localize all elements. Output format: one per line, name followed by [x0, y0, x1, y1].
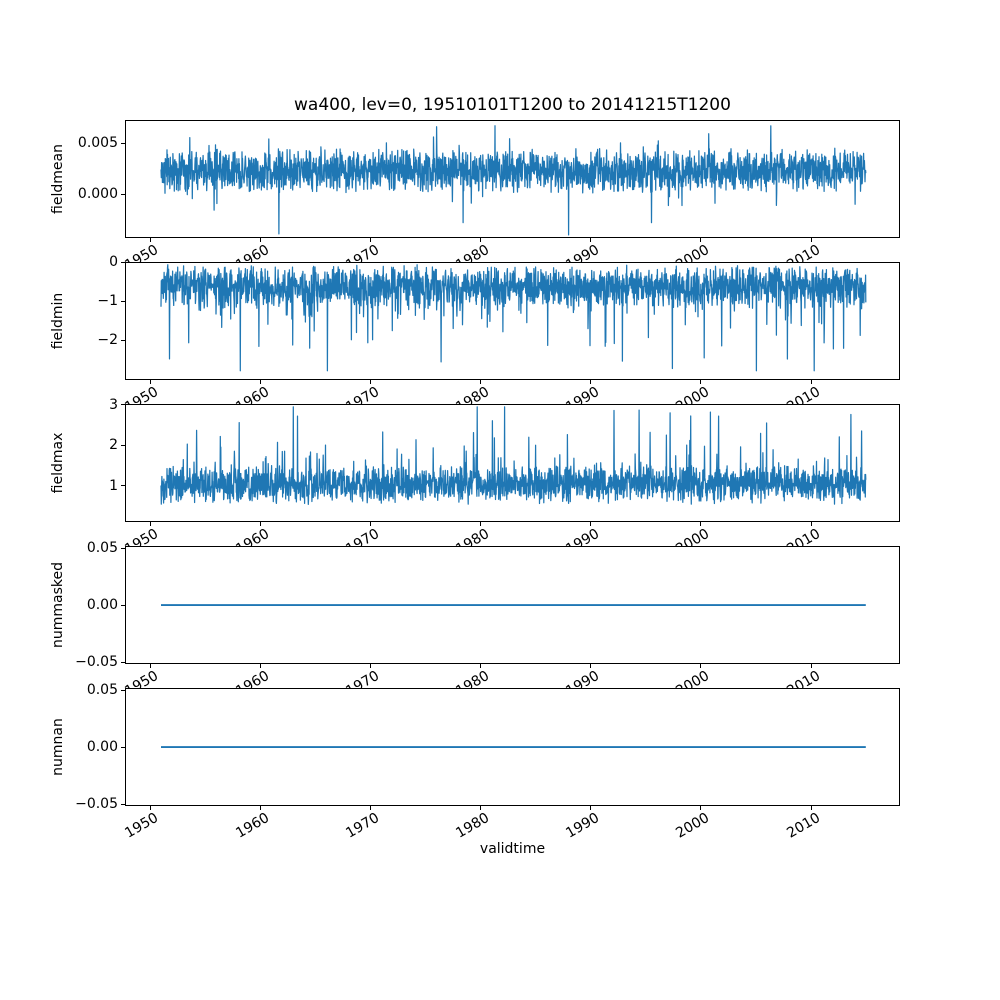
- fieldmean-xtick-mark: [369, 238, 371, 242]
- fieldmax-ytick-mark: [121, 444, 125, 446]
- numnan-xtick-mark: [259, 806, 261, 810]
- fieldmean-ytick-mark: [121, 193, 125, 195]
- numnan-ytick-mark: [121, 689, 125, 691]
- fieldmean-ytick-label: 0.005: [77, 135, 118, 152]
- numnan-series: [161, 746, 866, 749]
- numnan-xtick-label-1970: 1970: [343, 809, 382, 842]
- fieldmin-ytick-mark: [121, 300, 125, 302]
- fieldmin-ytick-label: 0: [109, 254, 118, 271]
- nummasked-xtick-mark: [149, 664, 151, 668]
- nummasked-ytick-label: 0.00: [86, 597, 118, 614]
- fieldmax-xtick-mark: [259, 522, 261, 526]
- fieldmin-xtick-mark: [149, 380, 151, 384]
- nummasked-xtick-mark: [590, 664, 592, 668]
- fieldmin-xtick-mark: [810, 380, 812, 384]
- nummasked-ytick-label: 0.05: [86, 540, 118, 557]
- nummasked-xtick-mark: [369, 664, 371, 668]
- numnan-ytick-mark: [121, 746, 125, 748]
- fieldmin-xtick-mark: [369, 380, 371, 384]
- fieldmax-xtick-mark: [480, 522, 482, 526]
- nummasked-xtick-mark: [810, 664, 812, 668]
- fieldmax-ytick-label: 2: [109, 437, 118, 454]
- nummasked-ytick-mark: [121, 661, 125, 663]
- subplot-numnan: [121, 688, 900, 810]
- numnan-ytick-label: 0.00: [86, 739, 118, 756]
- numnan-ytick-mark: [121, 803, 125, 805]
- nummasked-ytick-mark: [121, 547, 125, 549]
- fieldmin-xtick-mark: [700, 380, 702, 384]
- fieldmin-xtick-mark: [259, 380, 261, 384]
- numnan-xtick-label-1980: 1980: [453, 809, 493, 842]
- fieldmean-series: [160, 125, 867, 236]
- numnan-xtick-label-1950: 1950: [122, 809, 162, 842]
- fieldmin-series: [160, 264, 867, 372]
- fieldmax-ytick-label: 1: [109, 477, 118, 494]
- fieldmean-xtick-mark: [700, 238, 702, 242]
- fieldmin-ytick-mark: [121, 261, 125, 263]
- fieldmax-xtick-mark: [700, 522, 702, 526]
- fieldmin-xtick-mark: [480, 380, 482, 384]
- subplot-nummasked: [121, 546, 900, 668]
- fieldmax-series: [160, 406, 867, 505]
- numnan-xtick-mark: [369, 806, 371, 810]
- numnan-xtick-label-2010: 2010: [783, 809, 823, 842]
- fieldmean-ytick-mark: [121, 142, 125, 144]
- numnan-xtick-mark: [590, 806, 592, 810]
- subplot-fieldmean: [121, 120, 900, 242]
- fieldmin-ytick-label: −2: [97, 332, 118, 349]
- nummasked-xtick-mark: [480, 664, 482, 668]
- fieldmean-xtick-mark: [590, 238, 592, 242]
- fieldmean-xtick-mark: [259, 238, 261, 242]
- nummasked-xtick-mark: [259, 664, 261, 668]
- fieldmax-xtick-mark: [810, 522, 812, 526]
- numnan-xtick-mark: [700, 806, 702, 810]
- x-axis-label: validtime: [479, 841, 546, 857]
- nummasked-ytick-label: −0.05: [75, 654, 118, 671]
- fieldmean-xtick-mark: [149, 238, 151, 242]
- fieldmax-ytick-mark: [121, 485, 125, 487]
- fieldmean-xtick-mark: [810, 238, 812, 242]
- subplot-fieldmax: [121, 404, 900, 526]
- numnan-ytick-label: 0.05: [86, 682, 118, 699]
- numnan-ytick-label: −0.05: [75, 796, 118, 813]
- fieldmax-xtick-mark: [590, 522, 592, 526]
- fieldmax-ytick-label: 3: [109, 396, 118, 413]
- fieldmin-xtick-mark: [590, 380, 592, 384]
- numnan-xtick-mark: [810, 806, 812, 810]
- numnan-xtick-label-2000: 2000: [673, 809, 713, 842]
- fieldmin-ytick-mark: [121, 339, 125, 341]
- fieldmax-xtick-mark: [369, 522, 371, 526]
- fieldmax-xtick-mark: [149, 522, 151, 526]
- nummasked-ytick-mark: [121, 604, 125, 606]
- nummasked-xtick-mark: [700, 664, 702, 668]
- figure-title: wa400, lev=0, 19510101T1200 to 20141215T…: [294, 95, 731, 115]
- fieldmax-ytick-mark: [121, 404, 125, 406]
- numnan-xtick-mark: [480, 806, 482, 810]
- fieldmin-ytick-label: −1: [97, 293, 118, 310]
- numnan-xtick-mark: [149, 806, 151, 810]
- fieldmean-xtick-mark: [480, 238, 482, 242]
- subplot-fieldmin: [121, 261, 900, 384]
- fieldmean-ytick-label: 0.000: [77, 186, 118, 203]
- nummasked-series: [161, 604, 866, 607]
- numnan-xtick-label-1960: 1960: [232, 809, 272, 842]
- numnan-xtick-label-1990: 1990: [563, 809, 603, 842]
- ylabel-fieldmean: fieldmean: [50, 144, 66, 214]
